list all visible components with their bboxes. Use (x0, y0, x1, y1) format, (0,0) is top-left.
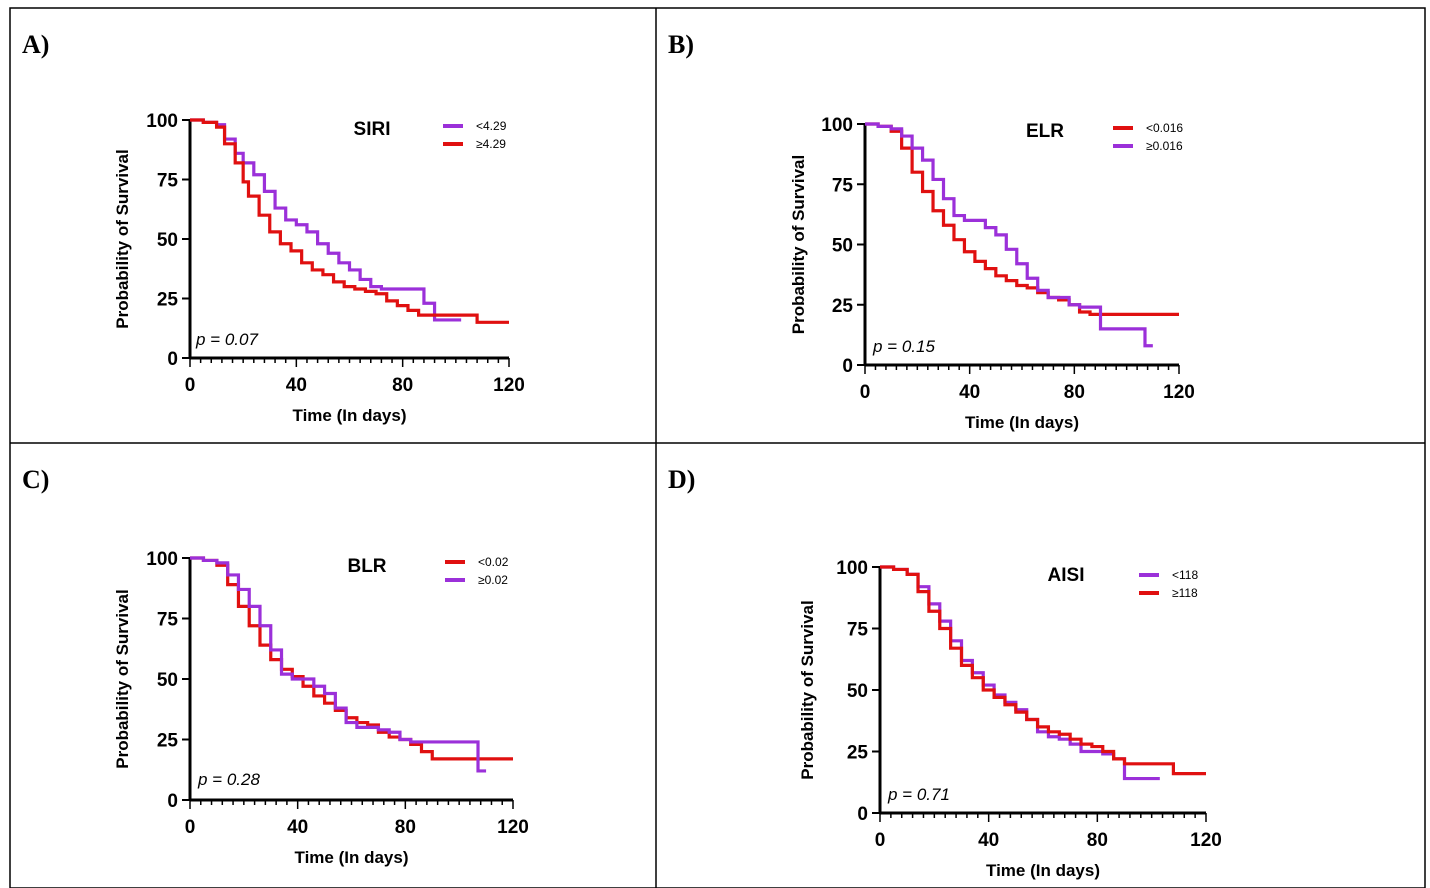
legend-label: ≥118 (1172, 586, 1198, 600)
y-tick-label: 0 (842, 356, 853, 377)
x-tick-label: 40 (286, 375, 307, 396)
survival-curve-low (880, 565, 1160, 781)
x-axis-label: Time (In days) (295, 848, 409, 867)
x-tick-label: 120 (1190, 830, 1222, 851)
y-axis-label: Probability of Survival (798, 600, 817, 780)
x-tick-label: 120 (497, 817, 529, 838)
panel-c-label: C) (22, 465, 50, 494)
km-chart-b: 0 40 80 120 0 25 50 75 100 Time (In days) Probabil… (789, 115, 1195, 432)
y-axis-label: Probability of Survival (113, 589, 132, 769)
legend-label: ≥0.016 (1146, 139, 1183, 153)
x-tick-label: 40 (978, 830, 999, 851)
x-tick-label: 40 (959, 382, 980, 403)
x-tick-label: 80 (1087, 830, 1108, 851)
chart-title: BLR (347, 556, 386, 577)
y-tick-label: 0 (167, 791, 178, 812)
p-value-label: p = 0.71 (887, 785, 950, 804)
y-tick-label: 75 (847, 620, 869, 641)
x-tick-label: 80 (1064, 382, 1085, 403)
y-tick-label: 75 (832, 175, 854, 196)
survival-curve-low (190, 556, 513, 761)
survival-curve-high (190, 556, 487, 773)
y-axis-label: Probability of Survival (113, 149, 132, 329)
y-tick-label: 0 (167, 349, 178, 370)
x-axis-label: Time (In days) (986, 861, 1100, 880)
survival-curve-high (190, 118, 509, 324)
survival-curve-high (865, 122, 1153, 348)
survival-curve-low (865, 122, 1179, 316)
x-tick-label: 0 (185, 817, 196, 838)
legend-label: <4.29 (476, 119, 507, 133)
y-tick-label: 25 (157, 731, 179, 752)
x-tick-label: 80 (392, 375, 413, 396)
chart-title: SIRI (354, 119, 391, 140)
km-chart-d: 0 40 80 120 0 25 50 75 100 Time (In days) Probabil… (798, 558, 1222, 880)
y-tick-label: 50 (847, 681, 868, 702)
y-tick-label: 100 (821, 115, 853, 136)
y-tick-label: 50 (832, 236, 853, 257)
legend-label: <118 (1172, 568, 1198, 582)
survival-curve-high (880, 565, 1206, 776)
y-tick-label: 50 (157, 230, 178, 251)
x-tick-label: 120 (493, 375, 525, 396)
x-axis-label: Time (In days) (965, 413, 1079, 432)
y-tick-label: 100 (146, 549, 178, 570)
x-tick-label: 120 (1163, 382, 1195, 403)
panel-b-label: B) (668, 30, 694, 59)
y-tick-label: 75 (157, 610, 179, 631)
survival-curve-low (190, 118, 462, 322)
km-chart-c: 0 40 80 120 0 25 50 75 100 Time (In days) Probabil… (113, 549, 529, 867)
p-value-label: p = 0.28 (197, 770, 260, 789)
p-value-label: p = 0.07 (195, 330, 258, 349)
chart-title: AISI (1048, 565, 1085, 586)
chart-title: ELR (1026, 121, 1064, 142)
x-tick-label: 40 (287, 817, 308, 838)
y-tick-label: 0 (857, 804, 868, 825)
y-tick-label: 25 (157, 290, 179, 311)
x-axis-label: Time (In days) (293, 406, 407, 425)
legend-label: <0.02 (478, 555, 509, 569)
x-tick-label: 0 (860, 382, 871, 403)
y-tick-label: 100 (146, 111, 178, 132)
y-tick-label: 25 (832, 296, 854, 317)
y-tick-label: 25 (847, 743, 869, 764)
x-tick-label: 80 (395, 817, 416, 838)
p-value-label: p = 0.15 (872, 337, 935, 356)
y-tick-label: 50 (157, 670, 178, 691)
y-tick-label: 100 (836, 558, 868, 579)
legend-label: ≥4.29 (476, 137, 506, 151)
legend-label: ≥0.02 (478, 573, 508, 587)
panel-d-label: D) (668, 465, 696, 494)
y-tick-label: 75 (157, 171, 179, 192)
x-tick-label: 0 (185, 375, 196, 396)
panel-a-label: A) (22, 30, 50, 59)
y-axis-label: Probability of Survival (789, 155, 808, 335)
x-tick-label: 0 (875, 830, 886, 851)
legend-label: <0.016 (1146, 121, 1183, 135)
km-chart-a: 0 40 80 120 0 25 50 75 100 Time (In days) Probabil… (113, 111, 525, 425)
